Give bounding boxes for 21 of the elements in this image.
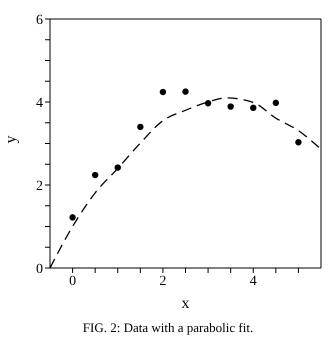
y-axis-title: y (2, 136, 20, 144)
point (250, 104, 256, 112)
point (92, 172, 98, 178)
x-tick-label: 2 (159, 274, 166, 289)
point (272, 100, 280, 106)
y-tick-label: 6 (36, 12, 43, 28)
x-tick-label: 0 (69, 274, 76, 289)
point (160, 88, 166, 96)
x-tick-label: 4 (250, 274, 257, 289)
y-tick-label: 4 (36, 96, 43, 111)
y-tick-label: 0 (36, 262, 43, 277)
caption: FIG. 2: Data with a parabolic fit. (82, 320, 254, 336)
point (204, 100, 212, 106)
point (114, 164, 121, 171)
x-axis-title: x (182, 295, 190, 312)
point (182, 88, 189, 95)
point (295, 139, 302, 146)
point (227, 103, 234, 110)
point (137, 124, 144, 130)
y-tick-label: 2 (36, 178, 43, 194)
point (69, 214, 76, 221)
